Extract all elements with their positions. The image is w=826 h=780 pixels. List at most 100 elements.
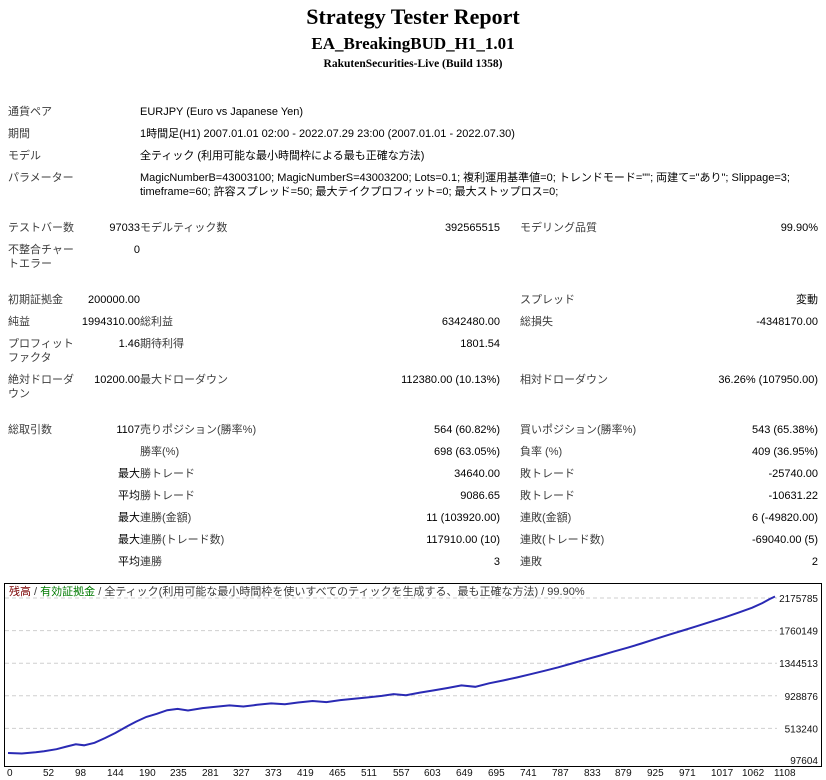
stat-value: 最大 <box>118 512 140 524</box>
stat-value: 36.26% (107950.00) <box>718 374 818 386</box>
balance-chart-svg: 97604 513240 928876 1344513 1760149 2175785 <box>5 594 819 766</box>
stat-label <box>8 441 74 463</box>
x-axis-label: 603 <box>424 768 441 779</box>
x-axis-label: 557 <box>393 768 410 779</box>
report-row: 初期証拠金 200000.00 スプレッド 変動 <box>8 289 818 311</box>
x-axis-labels: 0 52 98 144 190 235 281 327 373 419 465 511 557 603 64… <box>4 767 824 780</box>
info-value: 全ティック (利用可能な最小時間枠による最も正確な方法) <box>140 150 425 162</box>
stat-label <box>8 463 74 485</box>
stat-label: 敗トレード <box>520 490 575 502</box>
x-axis-label: 1017 <box>711 768 734 779</box>
stat-value: 112380.00 (10.13%) <box>401 374 500 386</box>
stat-value: 最大 <box>118 534 140 546</box>
stat-value: -4348170.00 <box>756 316 818 328</box>
stat-value: 平均 <box>118 556 140 568</box>
x-axis-label: 649 <box>456 768 473 779</box>
empty-cell <box>74 101 140 123</box>
report-row: テストバー数 97033 モデルティック数 392565515 モデリング品質 99.90… <box>8 217 818 239</box>
stat-value: 1107 <box>116 424 140 436</box>
stat-value: 564 (60.82%) <box>433 424 500 436</box>
x-axis-label: 925 <box>647 768 664 779</box>
stat-label: 連敗 <box>520 556 542 568</box>
x-axis-label: 741 <box>520 768 537 779</box>
stat-label: 最大ドローダウン <box>140 374 228 386</box>
empty-cell <box>74 123 140 145</box>
stat-label: 勝トレード <box>140 490 195 502</box>
spacer-cell <box>8 405 818 419</box>
spacer-cell <box>8 275 818 289</box>
chart-legend-part: / <box>95 586 105 598</box>
stat-value: 10200.00 <box>94 374 140 386</box>
report-row: 絶対ドローダウン 10200.00 最大ドローダウン 112380.00 (10.13… <box>8 369 818 405</box>
chart-legend-part: 残高 <box>9 586 31 598</box>
stat-label: 勝トレード <box>140 468 195 480</box>
stat-value <box>670 333 818 369</box>
ea-name: EA_BreakingBUD_H1_1.01 <box>311 34 515 53</box>
chart-legend: 残高 / 有効証拠金 / 全ティック(利用可能な最小時間枠を使いすべてのティック… <box>9 586 585 599</box>
stat-value: 34640.00 <box>454 468 500 480</box>
stat-value: 543 (65.38%) <box>751 424 818 436</box>
x-axis-label: 235 <box>170 768 187 779</box>
report-title: Strategy Tester Report <box>306 4 520 29</box>
x-axis-label: 144 <box>107 768 124 779</box>
stat-label: 絶対ドローダウン <box>8 374 74 400</box>
info-label: パラメーター <box>8 172 74 184</box>
report-row: 純益 1994310.00 総利益 6342480.00 総損失 -4348170.00 <box>8 311 818 333</box>
balance-line <box>7 595 776 755</box>
stat-label: モデリング品質 <box>520 222 597 234</box>
report-row: 最大 連勝(トレード数) 117910.00 (10) 連敗(トレード数) -69040… <box>8 529 818 551</box>
x-axis-label: 327 <box>233 768 250 779</box>
stat-label: スプレッド <box>520 294 575 306</box>
stat-value: -25740.00 <box>768 468 818 480</box>
stat-value <box>326 289 500 311</box>
info-value: EURJPY (Euro vs Japanese Yen) <box>140 106 304 118</box>
info-label: 期間 <box>8 128 30 140</box>
x-axis-label: 281 <box>202 768 219 779</box>
info-value: MagicNumberB=43003100; MagicNumberS=4300… <box>140 172 790 198</box>
stat-label: 連敗(金額) <box>520 512 572 524</box>
report-row: 期間 1時間足(H1) 2007.01.01 02:00 - 2022.07.29… <box>8 123 818 145</box>
stat-label: 総取引数 <box>8 424 52 436</box>
stat-value <box>74 441 140 463</box>
x-axis-label: 879 <box>615 768 632 779</box>
stat-label: 不整合チャートエラー <box>8 244 74 270</box>
x-axis-label: 465 <box>329 768 346 779</box>
y-axis-label: 2175785 <box>779 594 818 605</box>
stat-value: 409 (36.95%) <box>751 446 818 458</box>
x-axis-label: 373 <box>265 768 282 779</box>
spacer-row <box>8 203 818 217</box>
report-header: Strategy Tester Report EA_BreakingBUD_H1… <box>0 4 826 71</box>
stat-label <box>140 289 326 311</box>
report-row: パラメーター MagicNumberB=43003100; MagicNumber… <box>8 167 818 203</box>
stat-value <box>670 239 818 275</box>
x-axis-label: 971 <box>679 768 696 779</box>
info-label: モデル <box>8 150 41 162</box>
stat-label: 総損失 <box>520 316 553 328</box>
stat-value: 6 (-49820.00) <box>751 512 818 524</box>
stat-label: 期待利得 <box>140 338 184 350</box>
stat-value: 3 <box>493 556 500 568</box>
stat-value: 698 (63.05%) <box>433 446 500 458</box>
report-row: 不整合チャートエラー 0 <box>8 239 818 275</box>
stat-label <box>500 239 670 275</box>
y-axis-label: 928876 <box>785 692 819 703</box>
spacer-row <box>8 405 818 419</box>
stat-label <box>8 507 74 529</box>
stats-table: 通貨ペア EURJPY (Euro vs Japanese Yen) 期間 1時間足(… <box>8 101 818 573</box>
info-value: 1時間足(H1) 2007.01.01 02:00 - 2022.07.29 2… <box>140 128 515 140</box>
stat-value: 1801.54 <box>460 338 500 350</box>
report-row: 平均 連勝 3 連敗 2 <box>8 551 818 573</box>
x-axis-label: 98 <box>75 768 87 779</box>
stat-label <box>8 551 74 573</box>
stat-label: 買いポジション(勝率%) <box>520 424 637 436</box>
y-axis-label: 1344513 <box>779 659 818 670</box>
stat-value: 変動 <box>796 294 818 306</box>
stat-value: 392565515 <box>444 222 500 234</box>
stat-value: 2 <box>811 556 818 568</box>
stat-label <box>500 333 670 369</box>
stat-value: 平均 <box>118 490 140 502</box>
empty-cell <box>74 145 140 167</box>
x-axis-label: 419 <box>297 768 314 779</box>
report-row: 最大 連勝(金額) 11 (103920.00) 連敗(金額) 6 (-49820.00… <box>8 507 818 529</box>
chart-legend-part: / 99.90% <box>538 586 585 598</box>
